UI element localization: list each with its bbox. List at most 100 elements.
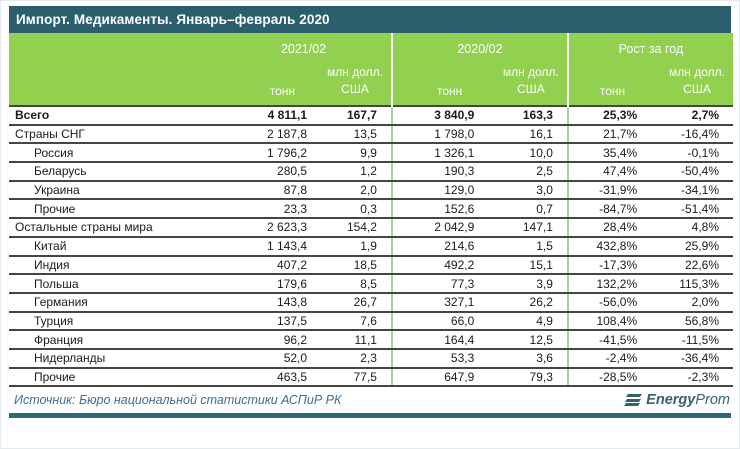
- cell-2020-tons: 66,0: [390, 311, 489, 332]
- cell-2021-musd: 2,0: [321, 180, 392, 201]
- cell-growth-musd: -51,4%: [651, 199, 733, 220]
- report-content: Импорт. Медикаменты. Январь–февраль 2020…: [1, 1, 739, 419]
- energyprom-logo: EnergyProm: [624, 392, 733, 408]
- cell-growth-tons: 35,4%: [566, 143, 652, 164]
- cell-2021-tons: 87,8: [216, 180, 322, 201]
- corner-cell: [9, 33, 217, 58]
- row-label: Нидерланды: [9, 348, 217, 369]
- cell-2020-musd: 0,7: [488, 199, 568, 220]
- cell-growth-tons: 47,4%: [566, 162, 652, 182]
- cell-growth-musd: -11,5%: [651, 330, 733, 350]
- page-title: Импорт. Медикаменты. Январь–февраль 2020: [9, 6, 731, 33]
- cell-2020-musd: 4,9: [488, 311, 568, 332]
- cell-2021-tons: 52,0: [216, 348, 322, 369]
- cell-2020-tons: 327,1: [390, 292, 489, 313]
- import-table: 2021/02 2020/02 Рост за год тонн млн дол…: [9, 33, 733, 388]
- table-body: Всего 4 811,1 167,7 3 840,9 163,3 25,3% …: [9, 105, 733, 388]
- energyprom-e-icon: [624, 394, 643, 407]
- row-label: Прочие: [9, 367, 217, 388]
- unit-musd-2020: млн долл. США: [488, 58, 568, 106]
- cell-growth-musd: 4,8%: [651, 218, 733, 238]
- unit-header-row: тонн млн долл. США тонн млн долл. США тонн…: [9, 58, 733, 106]
- cell-growth-tons: 108,4%: [566, 311, 652, 332]
- cell-2021-musd: 2,3: [321, 348, 392, 369]
- unit-tons-growth: тонн: [566, 58, 652, 106]
- row-label: Франция: [9, 330, 217, 350]
- cell-2021-musd: 1,2: [321, 162, 392, 182]
- cell-2020-musd: 12,5: [488, 330, 568, 350]
- cell-growth-tons: 132,2%: [566, 274, 652, 294]
- cell-growth-musd: -34,1%: [651, 180, 733, 201]
- cell-2021-musd: 1,9: [321, 236, 392, 257]
- cell-2020-tons: 2 042,9: [390, 218, 489, 238]
- cell-2020-tons: 3 840,9: [390, 105, 489, 126]
- cell-2020-musd: 2,5: [488, 162, 568, 182]
- cell-2021-tons: 137,5: [216, 311, 322, 332]
- cell-2020-musd: 10,0: [488, 143, 568, 164]
- accent-bar: [9, 413, 731, 419]
- table-row: Россия 1 796,2 9,9 1 326,1 10,0 35,4% -0…: [9, 143, 733, 164]
- cell-2020-musd: 15,1: [488, 255, 568, 276]
- unit-tons-2021: тонн: [216, 58, 322, 106]
- cell-growth-tons: -56,0%: [566, 292, 652, 313]
- row-label: Россия: [9, 143, 217, 164]
- table-row: Индия 407,2 18,5 492,2 15,1 -17,3% 22,6%: [9, 255, 733, 276]
- group-header-2021-02: 2021/02: [216, 33, 392, 58]
- row-label: Китай: [9, 236, 217, 257]
- cell-2021-tons: 96,2: [216, 330, 322, 350]
- cell-growth-musd: 115,3%: [651, 274, 733, 294]
- source-text: Источник: Бюро национальной статистики А…: [14, 393, 342, 408]
- cell-2021-musd: 167,7: [321, 105, 392, 126]
- table-row: Украина 87,8 2,0 129,0 3,0 -31,9% -34,1%: [9, 180, 733, 201]
- cell-growth-musd: -2,3%: [651, 367, 733, 388]
- row-label: Прочие: [9, 199, 217, 220]
- table-row: Прочие 23,3 0,3 152,6 0,7 -84,7% -51,4%: [9, 199, 733, 220]
- cell-2020-tons: 1 326,1: [390, 143, 489, 164]
- cell-2021-tons: 23,3: [216, 199, 322, 220]
- cell-2020-tons: 164,4: [390, 330, 489, 350]
- cell-2021-musd: 13,5: [321, 124, 392, 145]
- table-row: Нидерланды 52,0 2,3 53,3 3,6 -2,4% -36,4…: [9, 348, 733, 369]
- table-row: Страны СНГ 2 187,8 13,5 1 798,0 16,1 21,…: [9, 124, 733, 145]
- cell-2021-tons: 1 143,4: [216, 236, 322, 257]
- cell-growth-tons: -84,7%: [566, 199, 652, 220]
- cell-2020-tons: 129,0: [390, 180, 489, 201]
- group-header-row: 2021/02 2020/02 Рост за год: [9, 33, 733, 58]
- cell-growth-musd: 2,0%: [651, 292, 733, 313]
- cell-2021-musd: 18,5: [321, 255, 392, 276]
- cell-growth-tons: 21,7%: [566, 124, 652, 145]
- cell-growth-musd: 22,6%: [651, 255, 733, 276]
- cell-growth-musd: -16,4%: [651, 124, 733, 145]
- row-label: Индия: [9, 255, 217, 276]
- cell-2021-musd: 0,3: [321, 199, 392, 220]
- cell-2021-tons: 4 811,1: [216, 105, 322, 126]
- row-label: Германия: [9, 292, 217, 313]
- cell-2020-tons: 647,9: [390, 367, 489, 388]
- table-header: 2021/02 2020/02 Рост за год тонн млн дол…: [9, 33, 733, 106]
- cell-2020-musd: 3,0: [488, 180, 568, 201]
- cell-2021-tons: 143,8: [216, 292, 322, 313]
- row-label: Остальные страны мира: [9, 218, 217, 238]
- table-row: Польша 179,6 8,5 77,3 3,9 132,2% 115,3%: [9, 274, 733, 294]
- row-label: Украина: [9, 180, 217, 201]
- cell-2020-musd: 1,5: [488, 236, 568, 257]
- corner-cell-2: [9, 58, 217, 106]
- row-label: Турция: [9, 311, 217, 332]
- row-label: Беларусь: [9, 162, 217, 182]
- cell-2021-tons: 179,6: [216, 274, 322, 294]
- cell-growth-tons: 28,4%: [566, 218, 652, 238]
- cell-growth-musd: -50,4%: [651, 162, 733, 182]
- cell-2020-tons: 53,3: [390, 348, 489, 369]
- unit-musd-2021: млн долл. США: [321, 58, 392, 106]
- cell-growth-tons: -2,4%: [566, 348, 652, 369]
- cell-growth-musd: -36,4%: [651, 348, 733, 369]
- cell-growth-tons: 432,8%: [566, 236, 652, 257]
- cell-2021-tons: 1 796,2: [216, 143, 322, 164]
- cell-2021-musd: 11,1: [321, 330, 392, 350]
- group-header-growth: Рост за год: [566, 33, 733, 58]
- row-label: Страны СНГ: [9, 124, 217, 145]
- cell-growth-tons: -41,5%: [566, 330, 652, 350]
- cell-growth-tons: 25,3%: [566, 105, 652, 126]
- unit-tons-2020: тонн: [390, 58, 489, 106]
